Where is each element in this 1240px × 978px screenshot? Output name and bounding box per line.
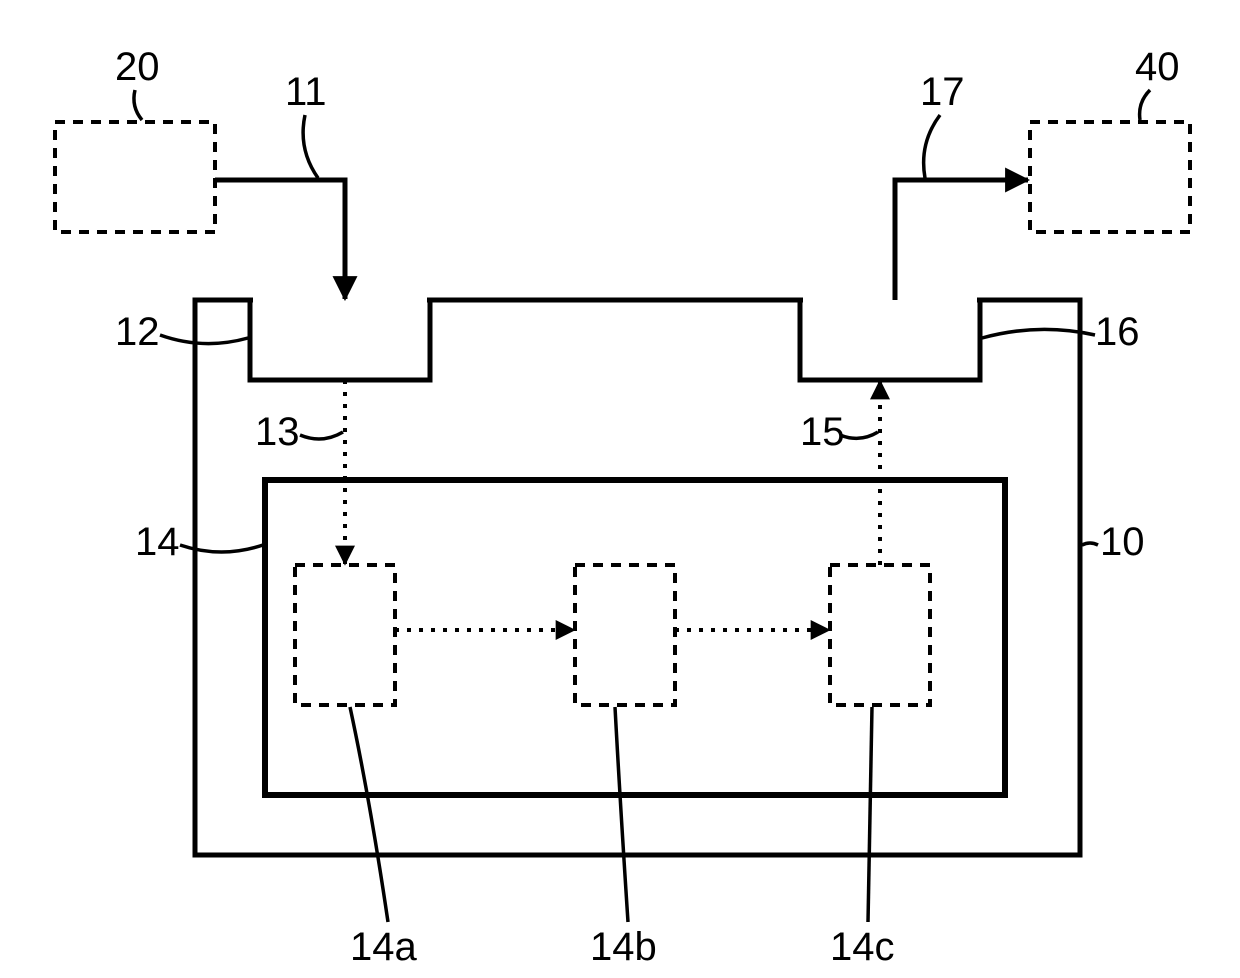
label-l20: 20 <box>115 45 160 89</box>
label-l11: 11 <box>285 70 327 114</box>
label-l12: 12 <box>115 310 160 354</box>
label-l17: 17 <box>920 70 965 114</box>
label-l15: 15 <box>800 410 845 454</box>
leader-l10 <box>1082 543 1098 545</box>
label-l14: 14 <box>135 520 180 564</box>
label-l10: 10 <box>1100 520 1145 564</box>
label-l13: 13 <box>255 410 300 454</box>
label-l14c: 14c <box>830 925 895 969</box>
label-l40: 40 <box>1135 45 1180 89</box>
label-l14a: 14a <box>350 925 417 969</box>
label-l14b: 14b <box>590 925 657 969</box>
label-l16: 16 <box>1095 310 1140 354</box>
